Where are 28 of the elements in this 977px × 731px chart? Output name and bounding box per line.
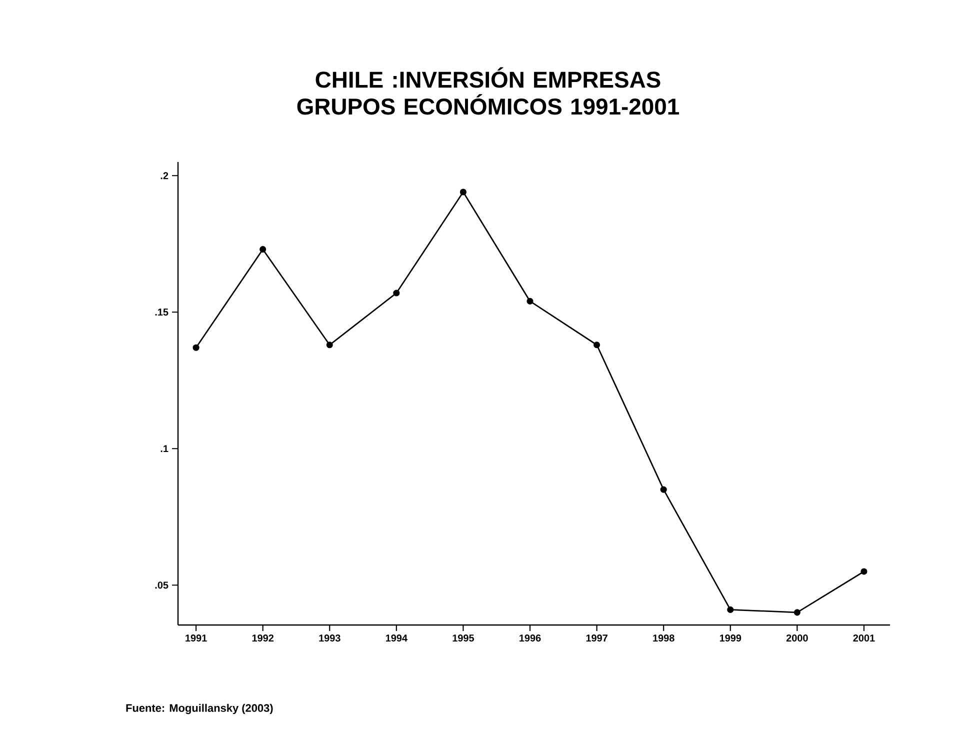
y-tick-label: .15 bbox=[155, 308, 168, 316]
x-tick-label: 1995 bbox=[452, 634, 474, 642]
x-tick-label: 1992 bbox=[252, 634, 274, 642]
y-tick-label: .05 bbox=[155, 582, 168, 589]
x-tick-label: 1999 bbox=[720, 634, 742, 642]
x-tick-label: 1993 bbox=[319, 634, 340, 642]
y-tick-label: .1 bbox=[160, 445, 168, 452]
y-tick-label: .2 bbox=[160, 172, 168, 180]
x-tick-label: 1991 bbox=[186, 634, 207, 642]
x-tick-label: 1994 bbox=[386, 634, 408, 642]
x-tick-label: 2000 bbox=[786, 634, 808, 642]
point bbox=[860, 568, 868, 575]
point bbox=[260, 246, 266, 253]
point bbox=[526, 298, 534, 304]
x-tick-label: 1996 bbox=[520, 634, 541, 642]
point bbox=[794, 609, 800, 616]
x-tick-label: 1998 bbox=[653, 634, 674, 642]
point bbox=[594, 342, 600, 348]
x-tick-label: 2001 bbox=[853, 634, 875, 642]
point bbox=[460, 188, 466, 196]
point bbox=[192, 344, 200, 351]
point bbox=[660, 486, 667, 493]
x-tick-label: 1997 bbox=[586, 634, 608, 642]
point bbox=[727, 606, 734, 613]
point bbox=[393, 290, 400, 296]
chart-title: CHILE :INVERSIÓN EMPRESAS GRUPOS ECONÓMICOS 1991-2001 bbox=[297, 67, 679, 115]
point bbox=[326, 342, 333, 348]
source-note: Fuente: Moguillansky (2003) bbox=[126, 704, 273, 714]
